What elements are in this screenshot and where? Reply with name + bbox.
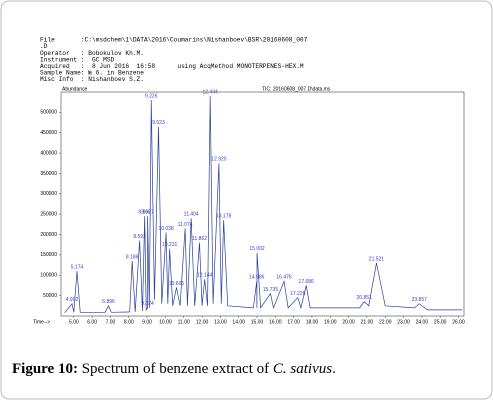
caption-end: . — [332, 361, 336, 377]
chromatogram-trace — [64, 96, 463, 313]
y-tick-label: 300000 — [40, 191, 57, 197]
peak-label: 12.144 — [197, 273, 213, 279]
peak-label: 20.851 — [357, 295, 373, 301]
peak-label: 12.444 — [203, 89, 219, 95]
header-line: Sample Name: № 6. in Benzene — [40, 70, 144, 77]
chart-title: TIC: 20160608_007.D\data.ms — [262, 86, 331, 92]
header-line: File :C:\msdchem\1\DATA\2016\Coumarins\N… — [40, 37, 308, 44]
peak-label: 13.178 — [216, 214, 232, 220]
x-tick-label: 8.00 — [124, 319, 134, 325]
peak-label: 11.074 — [178, 222, 193, 228]
y-tick-label: 350000 — [40, 171, 57, 177]
peak-label: 12.920 — [211, 157, 227, 163]
peak-label: 15.002 — [249, 246, 265, 252]
x-tick-label: 13.00 — [214, 319, 227, 325]
x-tick-label: 21.00 — [361, 319, 374, 325]
peak-label: 8.868 — [138, 210, 151, 216]
peak-label: 9.226 — [145, 93, 158, 99]
x-tick-label: 20.00 — [342, 319, 355, 325]
y-tick-label: 100000 — [40, 273, 57, 279]
caption-label: Figure 10: — [12, 361, 78, 377]
x-tick-label: 17.00 — [287, 319, 300, 325]
x-tick-label: 14.00 — [232, 319, 245, 325]
peak-label: 11.862 — [192, 236, 207, 242]
peak-label: 11.404 — [184, 212, 199, 218]
header-line: .D — [40, 43, 48, 50]
caption-text: Spectrum of benzene extract of — [78, 361, 273, 377]
peak-label: 10.605 — [169, 281, 185, 287]
caption-species: C. sativus — [273, 361, 332, 377]
x-tick-label: 6.00 — [87, 319, 97, 325]
peak-label: 10.231 — [162, 242, 178, 248]
peak-label: 16.476 — [276, 275, 292, 281]
y-tick-label: 150000 — [40, 252, 57, 258]
figure-border — [0, 0, 493, 400]
y-axis-label: Abundance — [62, 86, 88, 92]
y-tick-label: 450000 — [40, 130, 57, 136]
peak-label: 5.174 — [71, 265, 84, 271]
y-tick-label: 50000 — [43, 293, 57, 299]
peak-label: 17.686 — [299, 279, 315, 285]
x-tick-label: 11.00 — [178, 319, 190, 325]
header-line: Operator : Bobokulov Kh.M. — [40, 50, 144, 57]
header-line: Misc Info : Nishanboev S.Z. — [40, 76, 144, 83]
peak-label: 9.027 — [141, 210, 154, 216]
peak-label: 8.592 — [133, 234, 146, 240]
x-tick-label: 18.00 — [306, 319, 319, 325]
peak-label: 6.896 — [102, 299, 115, 305]
x-axis-label: Time--> — [33, 319, 50, 325]
header-line: Instrument : GC MSD — [40, 56, 115, 63]
y-tick-label: 250000 — [40, 212, 57, 218]
caption: Figure 10: Spectrum of benzene extract o… — [12, 361, 336, 377]
y-tick-label: 500000 — [40, 110, 57, 116]
x-tick-label: 10.00 — [159, 319, 172, 325]
plot-frame — [60, 91, 465, 317]
peak-label: 15.735 — [263, 287, 279, 293]
x-tick-label: 22.00 — [379, 319, 392, 325]
x-tick-label: 25.00 — [434, 319, 447, 325]
x-tick-label: 5.00 — [69, 319, 79, 325]
peak-label: 23.857 — [412, 297, 428, 303]
header-line: Acquired : 8 Jun 2016 16:58 using AcqMet… — [40, 63, 304, 70]
y-tick-label: 200000 — [40, 232, 57, 238]
x-tick-label: 9.00 — [142, 319, 152, 325]
header: File :C:\msdchem\1\DATA\2016\Coumarins\N… — [40, 37, 308, 84]
peak-label: 4.902 — [66, 297, 79, 303]
x-tick-label: 15.00 — [251, 319, 264, 325]
x-tick-label: 12.00 — [196, 319, 209, 325]
x-tick-label: 26.00 — [452, 319, 465, 325]
peak-label: 14.986 — [249, 275, 265, 281]
peak-label: 10.038 — [158, 226, 174, 232]
x-tick-label: 19.00 — [324, 319, 337, 325]
peak-label: 17.226 — [290, 291, 306, 297]
x-tick-label: 24.00 — [416, 319, 429, 325]
peak-label: 9.623 — [152, 120, 165, 126]
x-tick-label: 23.00 — [397, 319, 410, 325]
peak-label: 21.521 — [369, 256, 385, 262]
x-tick-label: 7.00 — [106, 319, 116, 325]
x-tick-label: 16.00 — [269, 319, 282, 325]
peak-label: 8.186 — [126, 254, 139, 260]
y-tick-label: 400000 — [40, 150, 57, 156]
peak-label: 9.024 — [141, 301, 154, 307]
